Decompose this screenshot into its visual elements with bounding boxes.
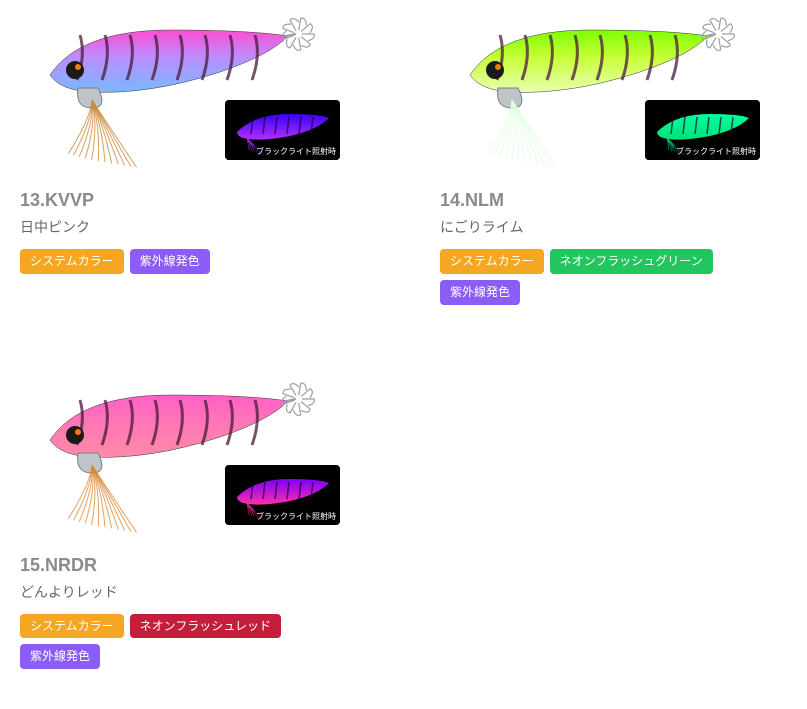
product-card: ブラックライト照射時 14.NLM にごりライム システムカラー ネオンフラッシ… (440, 0, 760, 305)
product-code: 15.NRDR (20, 555, 340, 576)
product-name: どんよりレッド (20, 582, 340, 602)
blacklight-thumbnail: ブラックライト照射時 (225, 465, 340, 525)
tag: システムカラー (20, 614, 124, 639)
product-name: 日中ピンク (20, 217, 340, 237)
product-code: 13.KVVP (20, 190, 340, 211)
product-grid: ブラックライト照射時 13.KVVP 日中ピンク システムカラー 紫外線発色 (20, 0, 787, 709)
product-code: 14.NLM (440, 190, 760, 211)
tag: ネオンフラッシュレッド (130, 614, 281, 639)
tag: システムカラー (20, 249, 124, 274)
product-number: 15. (20, 555, 45, 575)
tag: 紫外線発色 (20, 644, 100, 669)
tag: システムカラー (440, 249, 544, 274)
product-code-text: NLM (465, 190, 504, 210)
tag: 紫外線発色 (130, 249, 210, 274)
tag: ネオンフラッシュグリーン (550, 249, 713, 274)
product-number: 13. (20, 190, 45, 210)
tag-list: システムカラー 紫外線発色 (20, 249, 340, 274)
thumbnail-label: ブラックライト照射時 (674, 145, 758, 158)
product-card: ブラックライト照射時 13.KVVP 日中ピンク システムカラー 紫外線発色 (20, 0, 340, 305)
product-name: にごりライム (440, 217, 760, 237)
product-code-text: NRDR (45, 555, 97, 575)
blacklight-thumbnail: ブラックライト照射時 (645, 100, 760, 160)
product-image-area: ブラックライト照射時 (20, 0, 340, 175)
product-card: ブラックライト照射時 15.NRDR どんよりレッド システムカラー ネオンフラ… (20, 365, 340, 670)
product-number: 14. (440, 190, 465, 210)
product-image-area: ブラックライト照射時 (440, 0, 760, 175)
blacklight-thumbnail: ブラックライト照射時 (225, 100, 340, 160)
thumbnail-label: ブラックライト照射時 (254, 145, 338, 158)
tag: 紫外線発色 (440, 280, 520, 305)
tag-list: システムカラー ネオンフラッシュグリーン 紫外線発色 (440, 249, 760, 305)
tag-list: システムカラー ネオンフラッシュレッド 紫外線発色 (20, 614, 340, 670)
thumbnail-label: ブラックライト照射時 (254, 510, 338, 523)
product-code-text: KVVP (45, 190, 94, 210)
product-image-area: ブラックライト照射時 (20, 365, 340, 540)
